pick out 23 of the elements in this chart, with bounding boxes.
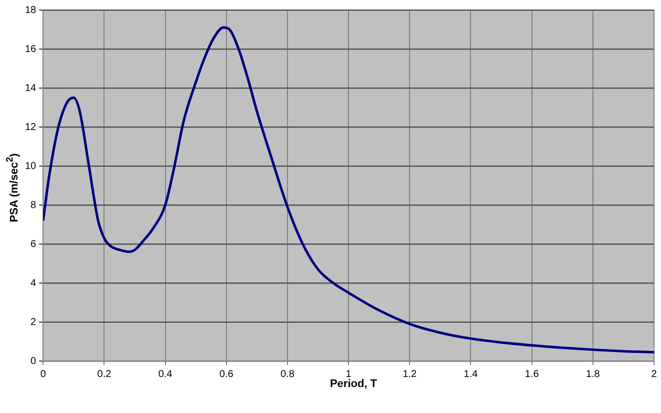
x-tick-label: 0.6: [219, 368, 234, 380]
y-tick-label: 0: [30, 356, 37, 367]
x-tick-label: 2: [651, 368, 658, 380]
y-tick-label: 2: [30, 316, 37, 328]
x-tick-label: 1.6: [524, 368, 540, 380]
x-tick-label: 1.2: [402, 368, 418, 380]
y-tick-label: 4: [30, 278, 37, 289]
x-tick-label: 0: [40, 368, 46, 380]
y-tick-label: 16: [25, 44, 37, 55]
y-tick-label: 6: [30, 238, 37, 250]
line-series: [43, 26, 654, 354]
y-tick-label: 12: [25, 122, 37, 133]
y-tick-label: 18: [25, 4, 37, 16]
x-tick-label: 0.2: [97, 368, 112, 380]
y-tick-label: 8: [30, 200, 37, 211]
x-tick-label: 1.8: [586, 368, 600, 380]
y-tick-label: 10: [25, 160, 37, 172]
x-tick-label: 0.4: [158, 368, 173, 380]
x-tick-label: 0.8: [280, 368, 295, 380]
x-axis-title: Period, T: [328, 378, 378, 390]
y-tick-label: 14: [25, 82, 37, 94]
x-tick-label: 1.4: [464, 368, 478, 380]
x-tick-label: 1: [346, 368, 352, 380]
